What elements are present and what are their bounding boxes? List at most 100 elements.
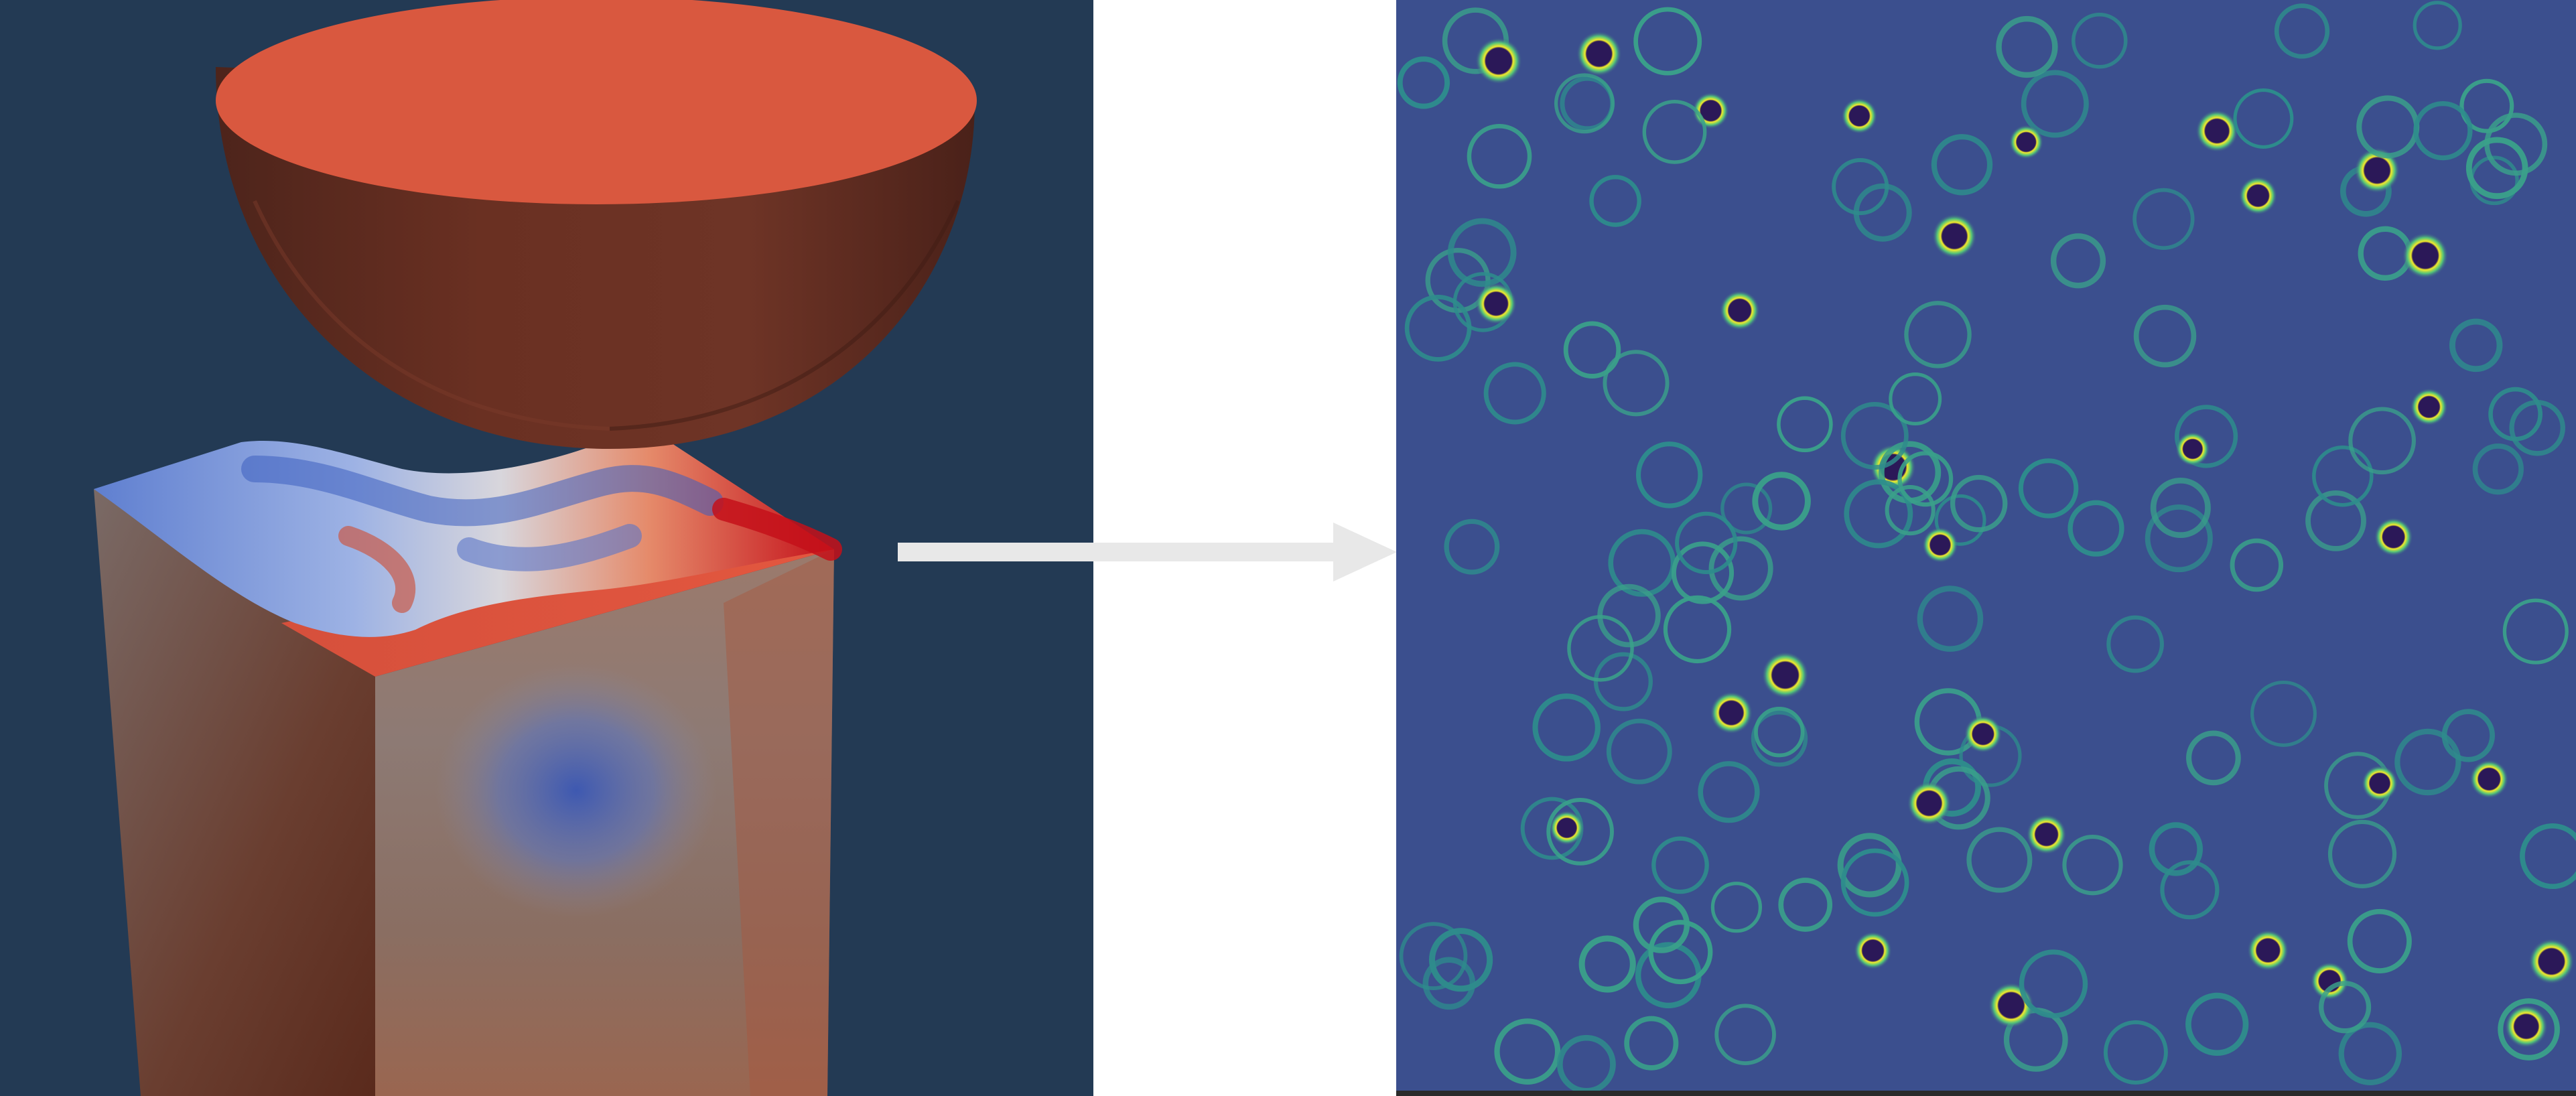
ring (2413, 1, 2462, 50)
ring (1917, 586, 1984, 652)
bright-ring (1549, 810, 1584, 845)
bright-ring (1475, 38, 1522, 84)
ring (2230, 538, 2284, 592)
bright-ring (1719, 290, 1760, 331)
ring (2327, 819, 2397, 889)
bright-ring (2310, 962, 2349, 1000)
ring-group (1397, 1, 2576, 1094)
field-bottom-edge (1396, 1091, 2576, 1096)
ring (2072, 12, 2128, 69)
ring (2347, 908, 2412, 973)
ring-field (1396, 0, 2576, 1096)
ring (1532, 693, 1601, 762)
bright-ring (2402, 232, 2449, 279)
ring (1635, 441, 1703, 508)
ring (1554, 73, 1615, 134)
block-left-face (94, 489, 375, 1096)
ring (2103, 1020, 2168, 1085)
ring (1844, 479, 1913, 549)
ring (2312, 445, 2374, 507)
bright-ring (2175, 431, 2210, 466)
ring (2472, 443, 2524, 495)
ring (2019, 949, 2088, 1018)
ring (1578, 935, 1636, 993)
specimen-block (94, 441, 842, 1096)
ring (2185, 992, 2249, 1056)
ring (1648, 920, 1713, 985)
ring (2160, 860, 2220, 920)
ring (2250, 680, 2317, 747)
ring (2413, 100, 2473, 161)
simulation-render-panel (0, 0, 1093, 1096)
ring (1778, 878, 1833, 932)
ring (2498, 998, 2560, 1060)
ring (2274, 3, 2330, 59)
ring (2441, 709, 2495, 762)
ring (1399, 922, 1468, 990)
ring (1889, 372, 1942, 425)
bright-ring (1964, 715, 2002, 753)
ring (2465, 137, 2528, 200)
ring (2319, 981, 2372, 1034)
ring (1710, 882, 1762, 933)
bright-ring (2504, 1005, 2548, 1048)
ring (1404, 295, 1472, 362)
indenter-top-face (216, 0, 977, 204)
bright-ring (2009, 125, 2043, 159)
bright-ring (1576, 31, 1622, 76)
ring (1624, 1016, 1679, 1071)
ring (2305, 490, 2366, 551)
ring (2021, 70, 2089, 138)
bright-ring (1841, 98, 1878, 134)
ring (1714, 1004, 1776, 1065)
ring (1567, 615, 1634, 682)
ring (2348, 407, 2416, 475)
ring (2106, 615, 2164, 673)
ring (1777, 396, 1833, 453)
ring (2067, 500, 2124, 557)
bright-ring (1761, 651, 1809, 699)
ring (1483, 362, 1546, 425)
ring (1425, 247, 1491, 314)
ring (1663, 595, 1732, 664)
ring (2509, 399, 2565, 456)
ring (1840, 848, 1909, 917)
ring (2233, 88, 2294, 149)
ring (1494, 1018, 1561, 1085)
ring (1593, 652, 1653, 711)
bright-ring (1475, 283, 1517, 325)
ring (1853, 183, 1912, 242)
ring (2149, 822, 2204, 876)
bright-ring (2528, 939, 2575, 985)
ring (1751, 710, 1808, 767)
bright-ring (2026, 814, 2067, 855)
bright-ring (2354, 147, 2400, 194)
ring (1633, 7, 1702, 76)
ring (2150, 477, 2211, 539)
ring (1698, 761, 1760, 823)
ring (2174, 405, 2238, 468)
arrow-shaft (898, 543, 1347, 561)
ring (1397, 56, 1450, 109)
ring (1467, 123, 1532, 189)
bright-ring (2410, 388, 2448, 426)
ring (1897, 451, 1954, 507)
ring (1904, 301, 1972, 368)
bright-ring (1907, 781, 1952, 825)
ring (1840, 402, 1909, 470)
bright-ring (1854, 931, 1892, 970)
ring (1546, 798, 1614, 866)
ring (1589, 175, 1641, 227)
ring (2449, 318, 2503, 372)
ring (1429, 928, 1493, 992)
ring (1708, 536, 1773, 601)
ring (2050, 233, 2106, 289)
ring (2018, 458, 2079, 519)
ring (1996, 15, 2058, 78)
arrow-head (1333, 523, 1397, 581)
ring (2062, 835, 2123, 896)
ring (1934, 494, 1986, 546)
ring (1837, 833, 1902, 898)
transform-arrow (898, 516, 1407, 590)
